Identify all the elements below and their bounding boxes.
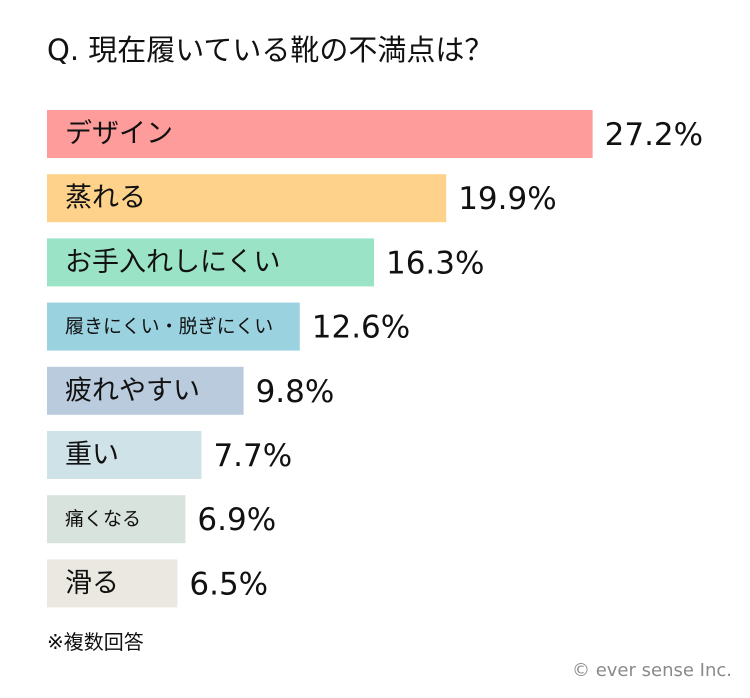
category-label-2: 蒸れる	[65, 183, 146, 214]
bar-5	[47, 366, 244, 415]
category-label-1: デザイン	[65, 119, 173, 150]
category-label-7: 痛くなる	[65, 508, 141, 530]
category-label-8: 滑る	[65, 568, 119, 599]
footnote: ※複数回答	[47, 630, 144, 654]
value-label-1: 27.2%	[605, 117, 703, 153]
bar-1	[47, 110, 593, 158]
category-label-6: 重い	[65, 440, 119, 471]
value-label-4: 12.6%	[312, 310, 410, 346]
category-label-5: 疲れやすい	[65, 375, 200, 406]
category-label-3: お手入れしにくい	[65, 247, 280, 278]
copyright-credit: © ever sense Inc.	[571, 660, 732, 681]
category-label-4: 履きにくい・脱ぎにくい	[65, 316, 273, 338]
value-label-2: 19.9%	[458, 181, 556, 217]
bar-8	[47, 559, 178, 608]
bar-3	[47, 238, 374, 287]
value-label-5: 9.8%	[256, 374, 335, 410]
bar-7	[47, 495, 186, 544]
bar-2	[47, 174, 447, 223]
value-label-3: 16.3%	[386, 245, 484, 281]
bar-6	[47, 431, 202, 479]
value-label-6: 7.7%	[213, 438, 292, 474]
bar-4	[47, 302, 300, 351]
value-label-8: 6.5%	[189, 566, 268, 602]
page-title: Q. 現在履いている靴の不満点は？	[47, 33, 494, 67]
value-label-7: 6.9%	[197, 502, 276, 538]
